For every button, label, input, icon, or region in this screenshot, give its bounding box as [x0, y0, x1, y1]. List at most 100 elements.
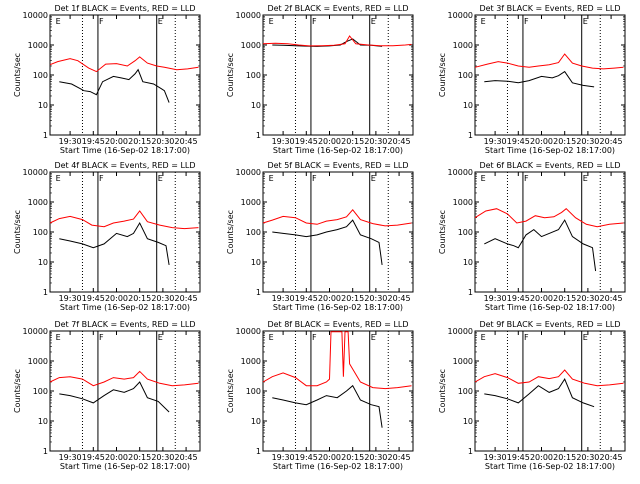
panel-title: Det 4f BLACK = Events, RED = LLD: [54, 161, 195, 170]
y-tick-label: 1000: [28, 357, 48, 366]
segment-marker: F: [524, 333, 529, 342]
x-tick-label: 20:15: [341, 453, 364, 462]
plot-frame: [474, 171, 626, 293]
panel-2: Det 2f BLACK = Events, RED = LLD 1 10 100 10…: [226, 4, 414, 155]
y-tick-label: 100: [458, 387, 473, 396]
y-tick-label: 1: [43, 447, 48, 456]
x-tick-label: 19:30: [484, 453, 507, 462]
x-tick-label: 20:30: [576, 453, 599, 462]
x-axis-label: Start Time (16-Sep-02 18:17:00): [60, 303, 190, 312]
x-tick-label: 20:45: [388, 294, 411, 303]
x-tick-label: 20:30: [151, 137, 174, 146]
x-tick-label: 20:00: [318, 453, 341, 462]
panel-title: Det 2f BLACK = Events, RED = LLD: [267, 4, 408, 13]
y-tick-label: 10: [463, 417, 473, 426]
panel-7: Det 7f BLACK = Events, RED = LLD 1 10 100 10…: [13, 320, 201, 471]
y-tick-label: 1: [256, 288, 261, 297]
y-tick-label: 100: [458, 228, 473, 237]
y-tick-label: 100: [246, 387, 261, 396]
x-tick-label: 19:45: [82, 453, 105, 462]
y-tick-label: 10: [251, 258, 261, 267]
y-tick-label: 10000: [23, 11, 48, 20]
x-tick-label: 20:00: [105, 453, 128, 462]
segment-marker: E: [371, 174, 376, 183]
segment-marker: F: [99, 17, 104, 26]
segment-marker: E: [56, 333, 61, 342]
panel-4: Det 4f BLACK = Events, RED = LLD 1 10 100 10…: [13, 161, 201, 312]
x-tick-label: 19:30: [272, 294, 295, 303]
y-tick-label: 100: [33, 71, 48, 80]
x-tick-label: 20:45: [388, 137, 411, 146]
x-tick-label: 20:15: [553, 294, 576, 303]
y-tick-label: 10: [38, 417, 48, 426]
x-tick-label: 20:00: [318, 294, 341, 303]
x-tick-label: 20:45: [175, 294, 198, 303]
y-tick-label: 10000: [236, 327, 261, 336]
y-tick-label: 1000: [241, 41, 261, 50]
y-tick-label: 1: [468, 288, 473, 297]
x-tick-label: 20:45: [175, 453, 198, 462]
segment-marker: E: [481, 17, 486, 26]
plot-frame: [262, 14, 414, 136]
panel-title: Det 7f BLACK = Events, RED = LLD: [54, 320, 195, 329]
segment-marker: E: [371, 17, 376, 26]
segment-marker: E: [583, 333, 588, 342]
y-tick-label: 100: [246, 71, 261, 80]
y-tick-label: 1: [43, 131, 48, 140]
segment-marker: E: [158, 333, 163, 342]
y-axis-label: Counts/sec: [226, 210, 235, 254]
y-tick-label: 1000: [453, 357, 473, 366]
y-tick-label: 1000: [28, 41, 48, 50]
y-tick-label: 1: [256, 447, 261, 456]
x-tick-label: 20:30: [364, 294, 387, 303]
y-tick-label: 10: [38, 101, 48, 110]
y-tick-label: 10000: [23, 327, 48, 336]
x-tick-label: 20:00: [530, 453, 553, 462]
y-tick-label: 100: [246, 228, 261, 237]
panel-title: Det 9f BLACK = Events, RED = LLD: [479, 320, 620, 329]
series-lld-line: [262, 35, 412, 47]
series-events-line: [484, 219, 597, 272]
y-tick-label: 10: [463, 258, 473, 267]
x-tick-label: 20:45: [175, 137, 198, 146]
x-axis-label: Start Time (16-Sep-02 18:17:00): [485, 303, 615, 312]
x-tick-label: 19:45: [82, 294, 105, 303]
segment-marker: E: [56, 174, 61, 183]
series-events-line: [59, 381, 170, 413]
x-axis-label: Start Time (16-Sep-02 18:17:00): [273, 462, 403, 471]
series-lld-line: [262, 331, 412, 390]
y-axis-label: Counts/sec: [13, 53, 22, 97]
x-tick-label: 19:30: [59, 453, 82, 462]
x-tick-label: 19:30: [59, 137, 82, 146]
x-axis-label: Start Time (16-Sep-02 18:17:00): [273, 146, 403, 155]
series-events-line: [484, 378, 595, 408]
series-events-line: [272, 219, 383, 265]
y-tick-label: 10000: [23, 168, 48, 177]
y-axis-label: Counts/sec: [13, 369, 22, 413]
series-events-line: [484, 70, 595, 88]
x-axis-label: Start Time (16-Sep-02 18:17:00): [485, 146, 615, 155]
segment-marker: E: [56, 17, 61, 26]
x-tick-label: 20:30: [364, 453, 387, 462]
x-tick-label: 19:30: [484, 294, 507, 303]
y-axis-label: Counts/sec: [438, 369, 447, 413]
y-tick-label: 1000: [241, 357, 261, 366]
x-tick-label: 20:15: [553, 137, 576, 146]
series-lld-line: [262, 209, 412, 227]
x-tick-label: 20:15: [128, 453, 151, 462]
x-axis-label: Start Time (16-Sep-02 18:17:00): [485, 462, 615, 471]
panel-title: Det 6f BLACK = Events, RED = LLD: [479, 161, 620, 170]
panel-6: Det 6f BLACK = Events, RED = LLD 1 10 100 10…: [438, 161, 626, 312]
y-tick-label: 1000: [453, 198, 473, 207]
x-axis-label: Start Time (16-Sep-02 18:17:00): [60, 462, 190, 471]
plot-frame: [262, 330, 414, 452]
x-tick-label: 19:45: [507, 453, 530, 462]
segment-marker: E: [371, 333, 376, 342]
segment-marker: E: [583, 174, 588, 183]
series-lld-line: [474, 53, 624, 70]
segment-marker: F: [312, 174, 317, 183]
x-tick-label: 20:15: [341, 294, 364, 303]
x-tick-label: 19:45: [295, 137, 318, 146]
panel-1: Det 1f BLACK = Events, RED = LLD 1 10 100 10…: [13, 4, 201, 155]
